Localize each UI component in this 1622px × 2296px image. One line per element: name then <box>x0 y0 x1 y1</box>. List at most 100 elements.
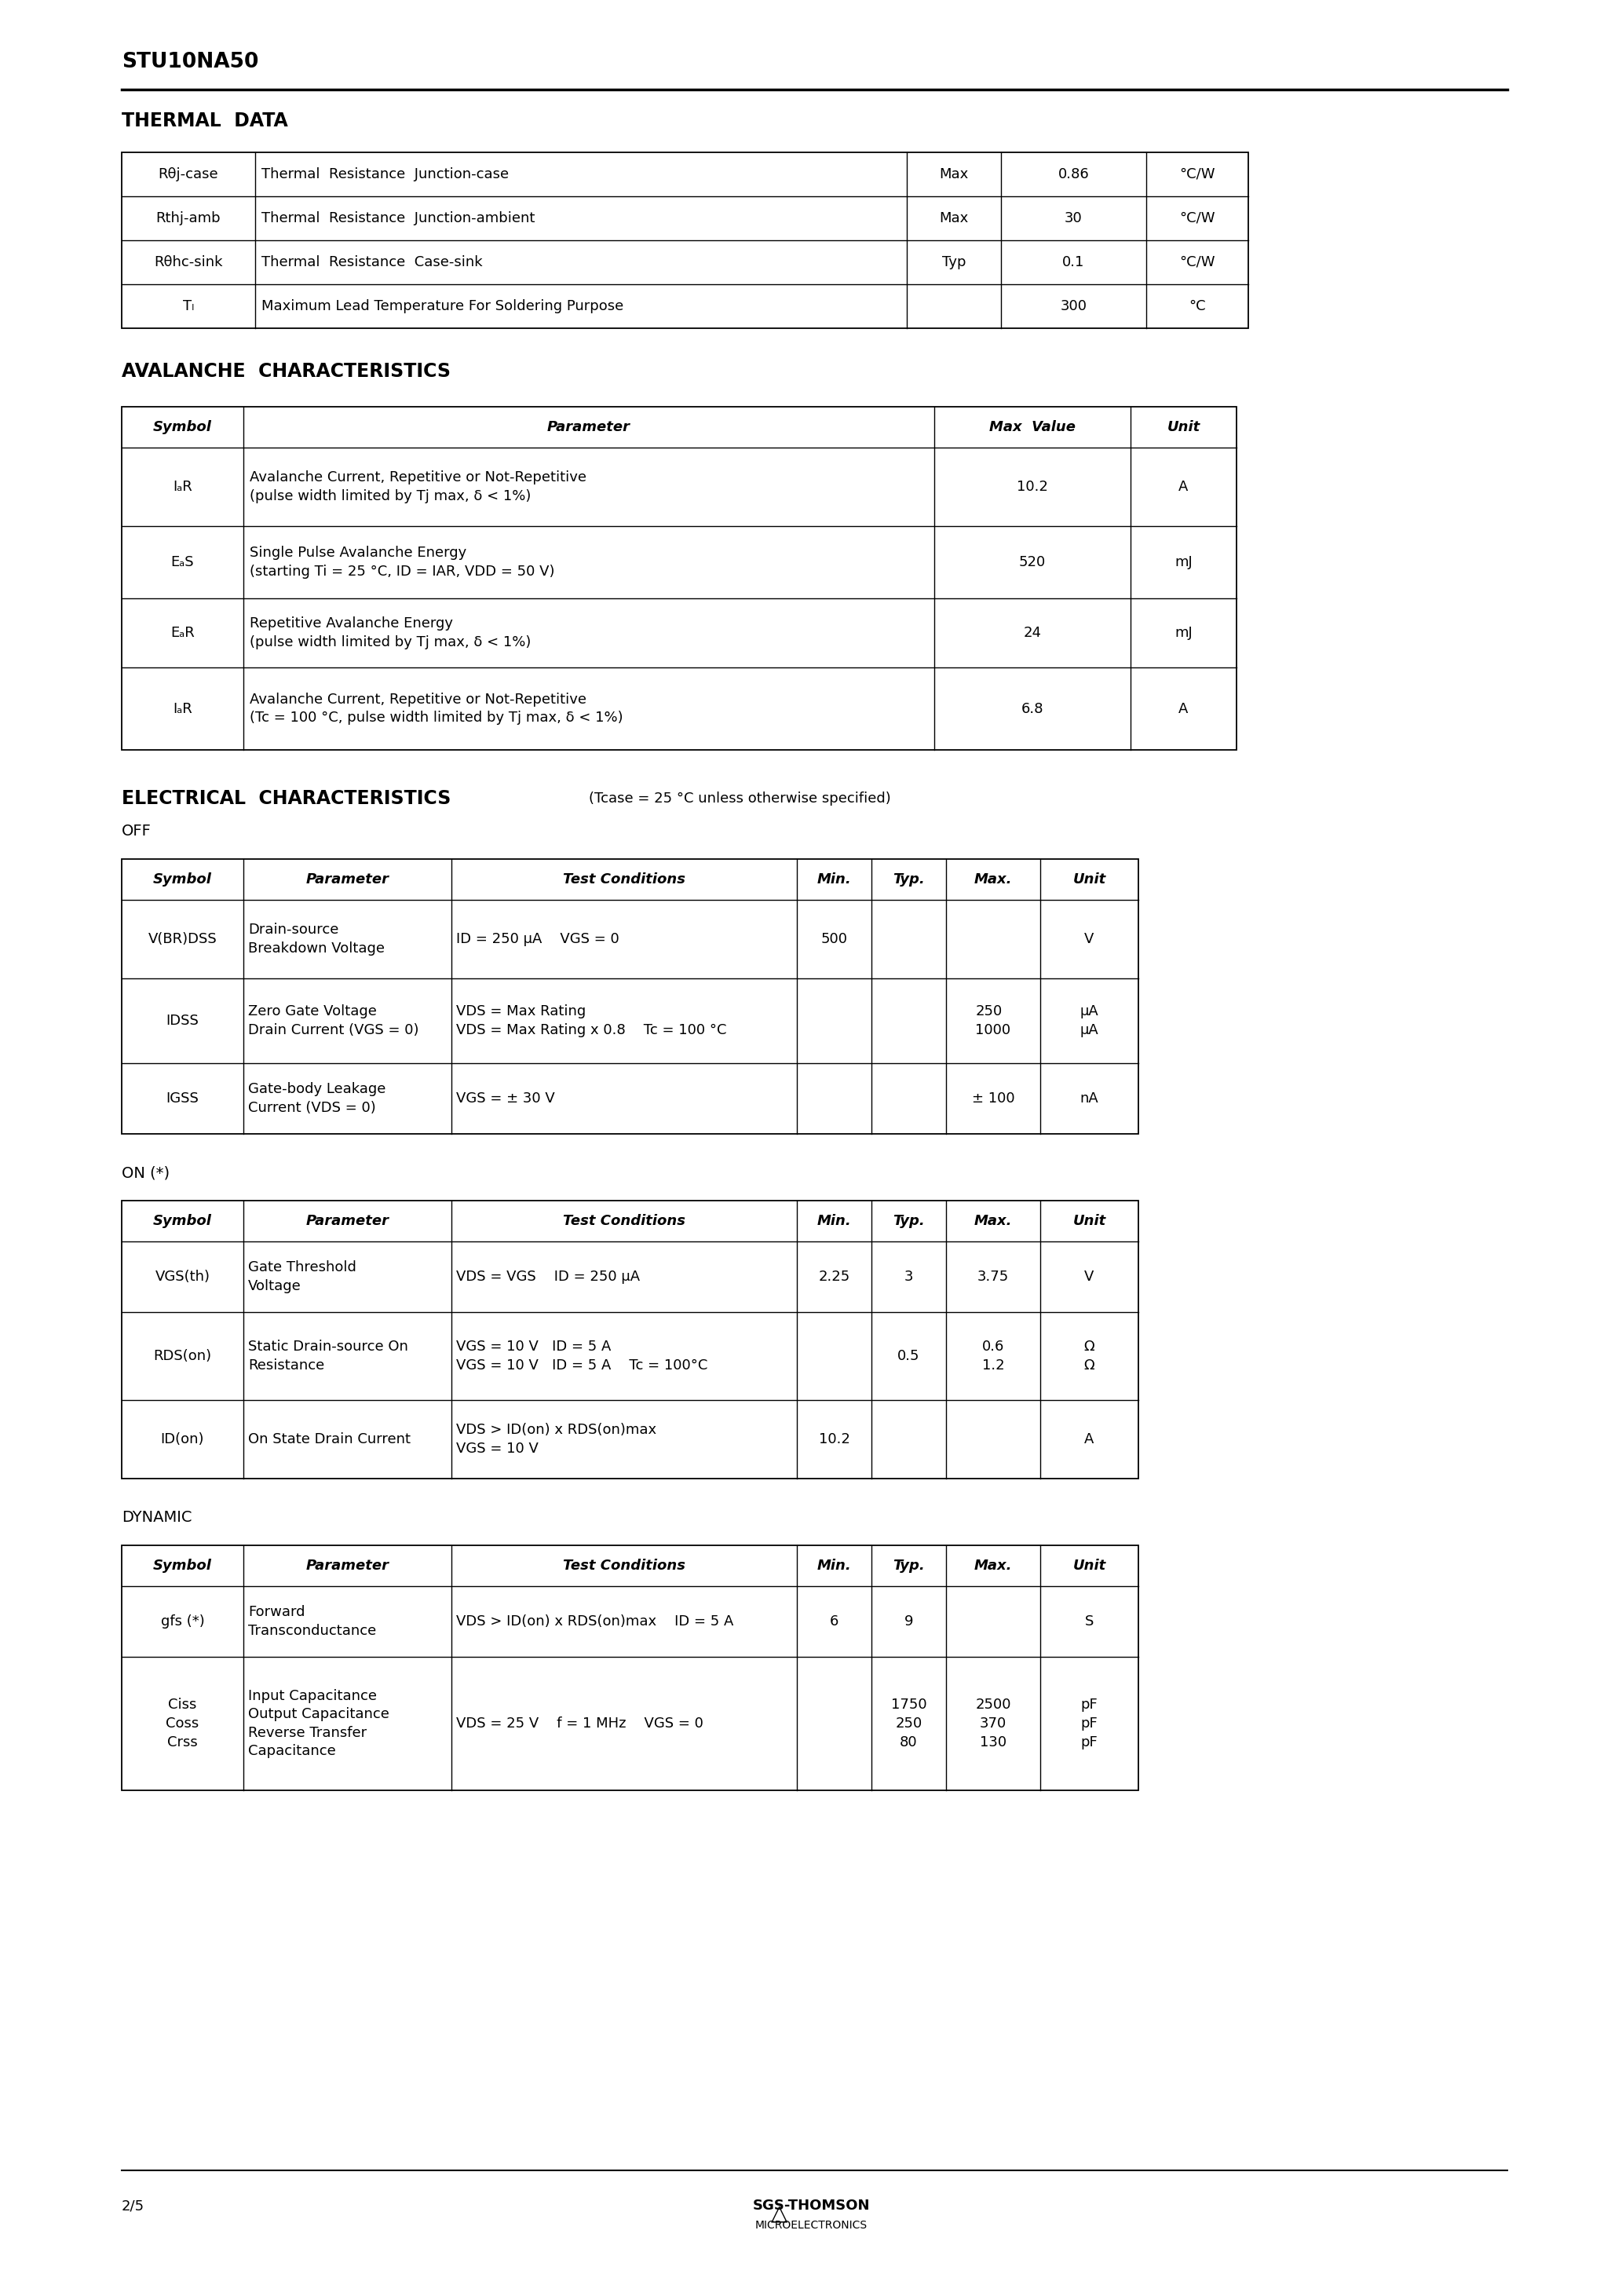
Text: STU10NA50: STU10NA50 <box>122 53 258 71</box>
Text: °C/W: °C/W <box>1179 255 1215 269</box>
Text: Typ.: Typ. <box>892 872 925 886</box>
Text: 10.2: 10.2 <box>1017 480 1048 494</box>
Text: Symbol: Symbol <box>152 420 212 434</box>
Text: Thermal  Resistance  Case-sink: Thermal Resistance Case-sink <box>261 255 482 269</box>
Text: Tₗ: Tₗ <box>183 298 195 312</box>
Text: gfs (*): gfs (*) <box>161 1614 204 1628</box>
Bar <box>122 859 1139 1134</box>
Text: 2500
370
130: 2500 370 130 <box>975 1699 1011 1750</box>
Text: EₐR: EₐR <box>170 627 195 641</box>
Text: Parameter: Parameter <box>307 1559 389 1573</box>
Text: VDS = Max Rating
VDS = Max Rating x 0.8    Tc = 100 °C: VDS = Max Rating VDS = Max Rating x 0.8 … <box>456 1003 727 1038</box>
Text: 3.75: 3.75 <box>978 1270 1009 1283</box>
Text: °C/W: °C/W <box>1179 168 1215 181</box>
Text: Ciss
Coss
Crss: Ciss Coss Crss <box>165 1699 200 1750</box>
Text: °C/W: °C/W <box>1179 211 1215 225</box>
Text: Maximum Lead Temperature For Soldering Purpose: Maximum Lead Temperature For Soldering P… <box>261 298 623 312</box>
Text: Test Conditions: Test Conditions <box>563 872 686 886</box>
Text: Unit: Unit <box>1072 872 1106 886</box>
Text: ON (*): ON (*) <box>122 1166 170 1180</box>
Text: THERMAL  DATA: THERMAL DATA <box>122 113 289 131</box>
Text: SGS-THOMSON: SGS-THOMSON <box>753 2200 869 2213</box>
Text: Unit: Unit <box>1166 420 1200 434</box>
Text: A: A <box>1085 1433 1095 1446</box>
Text: V: V <box>1085 1270 1095 1283</box>
Text: Parameter: Parameter <box>547 420 631 434</box>
Text: 10.2: 10.2 <box>819 1433 850 1446</box>
Text: RDS(on): RDS(on) <box>154 1350 211 1364</box>
Text: 3: 3 <box>903 1270 913 1283</box>
Text: A: A <box>1179 480 1189 494</box>
Text: Input Capacitance
Output Capacitance
Reverse Transfer
Capacitance: Input Capacitance Output Capacitance Rev… <box>248 1688 389 1759</box>
Text: A: A <box>1179 703 1189 716</box>
Text: OFF: OFF <box>122 824 151 838</box>
Text: Ω
Ω: Ω Ω <box>1083 1341 1095 1373</box>
Text: Max.: Max. <box>975 1559 1012 1573</box>
Text: Zero Gate Voltage
Drain Current (VGS = 0): Zero Gate Voltage Drain Current (VGS = 0… <box>248 1003 418 1038</box>
Text: Max  Value: Max Value <box>989 420 1075 434</box>
Text: mJ: mJ <box>1174 556 1192 569</box>
Text: MICROELECTRONICS: MICROELECTRONICS <box>754 2220 868 2232</box>
Text: Drain-source
Breakdown Voltage: Drain-source Breakdown Voltage <box>248 923 384 955</box>
Text: Unit: Unit <box>1072 1559 1106 1573</box>
Text: VGS = ± 30 V: VGS = ± 30 V <box>456 1091 555 1107</box>
Text: Avalanche Current, Repetitive or Not-Repetitive
(pulse width limited by Tj max, : Avalanche Current, Repetitive or Not-Rep… <box>250 471 587 503</box>
Text: Min.: Min. <box>817 872 852 886</box>
Text: Gate Threshold
Voltage: Gate Threshold Voltage <box>248 1261 357 1293</box>
Text: 0.1: 0.1 <box>1062 255 1085 269</box>
Text: On State Drain Current: On State Drain Current <box>248 1433 410 1446</box>
Text: ELECTRICAL  CHARACTERISTICS: ELECTRICAL CHARACTERISTICS <box>122 790 451 808</box>
Text: Static Drain-source On
Resistance: Static Drain-source On Resistance <box>248 1341 409 1373</box>
Text: V: V <box>1085 932 1095 946</box>
Text: 9: 9 <box>903 1614 913 1628</box>
Text: VGS(th): VGS(th) <box>156 1270 209 1283</box>
Text: AVALANCHE  CHARACTERISTICS: AVALANCHE CHARACTERISTICS <box>122 363 451 381</box>
Text: 2/5: 2/5 <box>122 2200 144 2213</box>
Text: Symbol: Symbol <box>152 1559 212 1573</box>
Text: Parameter: Parameter <box>307 872 389 886</box>
Text: △: △ <box>770 2202 788 2225</box>
Text: 520: 520 <box>1019 556 1046 569</box>
Text: IDSS: IDSS <box>165 1015 200 1029</box>
Text: Symbol: Symbol <box>152 1215 212 1228</box>
Text: IₐR: IₐR <box>174 703 193 716</box>
Text: VDS = VGS    ID = 250 μA: VDS = VGS ID = 250 μA <box>456 1270 641 1283</box>
Text: Max.: Max. <box>975 872 1012 886</box>
Text: μA
μA: μA μA <box>1080 1003 1098 1038</box>
Text: Rthj-amb: Rthj-amb <box>156 211 221 225</box>
Text: Min.: Min. <box>817 1559 852 1573</box>
Text: Repetitive Avalanche Energy
(pulse width limited by Tj max, δ < 1%): Repetitive Avalanche Energy (pulse width… <box>250 618 530 650</box>
Text: ID(on): ID(on) <box>161 1433 204 1446</box>
Text: 0.5: 0.5 <box>897 1350 920 1364</box>
Text: Max: Max <box>939 168 968 181</box>
Text: 1750
250
80: 1750 250 80 <box>890 1699 926 1750</box>
Bar <box>122 1201 1139 1479</box>
Text: °C: °C <box>1189 298 1205 312</box>
Text: VDS > ID(on) x RDS(on)max    ID = 5 A: VDS > ID(on) x RDS(on)max ID = 5 A <box>456 1614 733 1628</box>
Text: Gate-body Leakage
Current (VDS = 0): Gate-body Leakage Current (VDS = 0) <box>248 1081 386 1116</box>
Text: mJ: mJ <box>1174 627 1192 641</box>
Text: 24: 24 <box>1023 627 1041 641</box>
Text: nA: nA <box>1080 1091 1098 1107</box>
Text: 6.8: 6.8 <box>1022 703 1043 716</box>
Text: V(BR)DSS: V(BR)DSS <box>148 932 217 946</box>
Text: Thermal  Resistance  Junction-ambient: Thermal Resistance Junction-ambient <box>261 211 535 225</box>
Text: IₐR: IₐR <box>174 480 193 494</box>
Text: Parameter: Parameter <box>307 1215 389 1228</box>
Text: Symbol: Symbol <box>152 872 212 886</box>
Text: ± 100: ± 100 <box>972 1091 1015 1107</box>
Text: IGSS: IGSS <box>165 1091 200 1107</box>
Text: VGS = 10 V   ID = 5 A
VGS = 10 V   ID = 5 A    Tc = 100°C: VGS = 10 V ID = 5 A VGS = 10 V ID = 5 A … <box>456 1341 707 1373</box>
Text: Avalanche Current, Repetitive or Not-Repetitive
(Tc = 100 °C, pulse width limite: Avalanche Current, Repetitive or Not-Rep… <box>250 693 623 726</box>
Bar <box>122 152 1249 328</box>
Text: Typ.: Typ. <box>892 1215 925 1228</box>
Text: Thermal  Resistance  Junction-case: Thermal Resistance Junction-case <box>261 168 509 181</box>
Text: Typ.: Typ. <box>892 1559 925 1573</box>
Bar <box>122 1545 1139 1791</box>
Text: 6: 6 <box>830 1614 839 1628</box>
Text: Typ: Typ <box>942 255 965 269</box>
Text: Unit: Unit <box>1072 1215 1106 1228</box>
Text: Forward
Transconductance: Forward Transconductance <box>248 1605 376 1637</box>
Text: Max.: Max. <box>975 1215 1012 1228</box>
Text: ID = 250 μA    VGS = 0: ID = 250 μA VGS = 0 <box>456 932 620 946</box>
